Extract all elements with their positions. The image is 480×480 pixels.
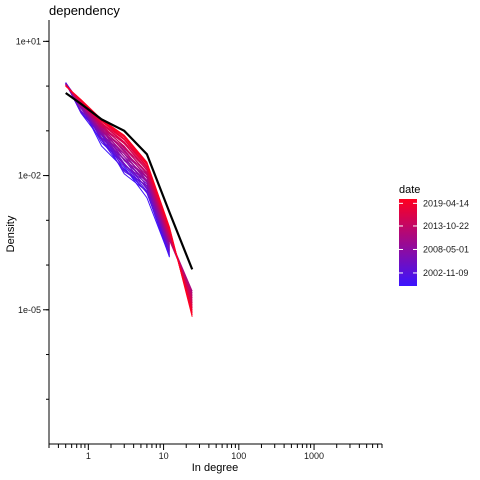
x-tick-label: 10 bbox=[159, 451, 169, 461]
highlight-layer bbox=[65, 92, 194, 270]
legend-label: 2019-04-14 bbox=[423, 198, 469, 208]
y-tick-label: 1e-05 bbox=[18, 305, 41, 315]
series-line bbox=[65, 83, 170, 244]
x-ticks: 1 10 100 1000 bbox=[48, 444, 383, 461]
legend-title: date bbox=[399, 184, 420, 196]
series-line bbox=[65, 85, 193, 309]
legend-color-bar bbox=[399, 199, 417, 286]
legend-label: 2002-11-09 bbox=[423, 268, 468, 278]
series-line bbox=[65, 85, 193, 311]
y-tick-label: 1e+01 bbox=[16, 36, 41, 46]
x-tick-label: 100 bbox=[231, 451, 246, 461]
legend-label: 2013-10-22 bbox=[423, 221, 469, 231]
axes bbox=[48, 20, 382, 445]
legend-labels: 2019-04-14 2013-10-22 2008-05-01 2002-11-09 bbox=[399, 198, 469, 278]
legend-label: 2008-05-01 bbox=[423, 244, 469, 254]
x-axis-title: In degree bbox=[192, 462, 238, 474]
series-line bbox=[65, 85, 193, 312]
y-ticks: 1e-05 1e-02 1e+01 bbox=[16, 36, 49, 400]
series-line bbox=[65, 85, 193, 316]
series-layer bbox=[65, 82, 193, 317]
legend: date 2019-04-14 2013-10-22 2008-05-01 2002-… bbox=[399, 184, 469, 286]
highlight-series-line bbox=[65, 92, 194, 270]
y-tick-label: 1e-02 bbox=[18, 171, 41, 181]
series-line bbox=[65, 82, 170, 254]
x-tick-label: 1000 bbox=[304, 451, 324, 461]
series-line bbox=[65, 85, 193, 317]
y-axis-title: Density bbox=[5, 215, 17, 252]
x-tick-label: 1 bbox=[86, 451, 91, 461]
chart-title: dependency bbox=[49, 3, 120, 18]
series-line bbox=[65, 85, 193, 314]
